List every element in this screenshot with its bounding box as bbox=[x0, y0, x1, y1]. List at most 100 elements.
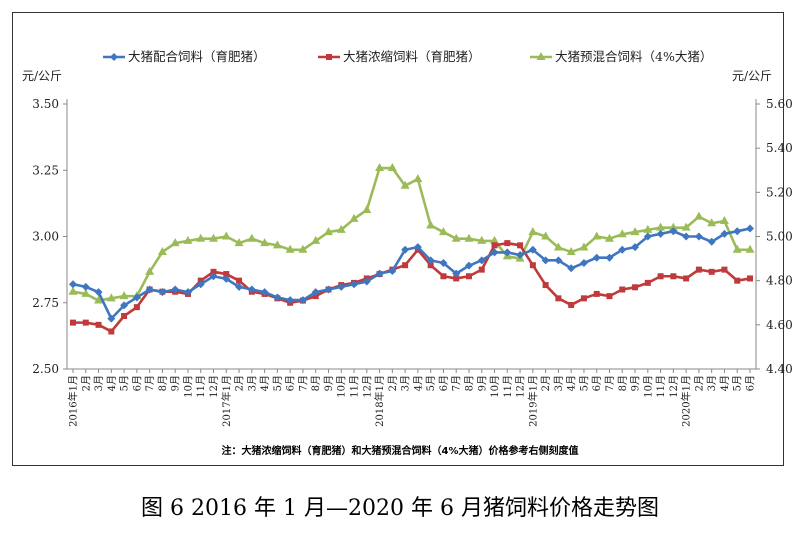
x-tick-label: 11月 bbox=[655, 375, 667, 398]
data-point-diamond bbox=[656, 229, 665, 238]
x-tick-label: 6月 bbox=[591, 375, 603, 391]
x-tick-label: 2018年1月 bbox=[373, 375, 386, 427]
data-point-square bbox=[568, 301, 575, 308]
data-point-square bbox=[504, 240, 511, 247]
data-point-square bbox=[580, 295, 587, 302]
x-tick-label: 3月 bbox=[553, 375, 565, 391]
data-point-triangle bbox=[234, 238, 244, 247]
data-point-square bbox=[721, 266, 728, 273]
data-point-diamond bbox=[362, 277, 371, 286]
data-point-triangle bbox=[260, 238, 270, 247]
data-point-square bbox=[529, 262, 536, 269]
data-point-square bbox=[236, 277, 243, 284]
data-point-triangle bbox=[490, 235, 500, 244]
x-tick-label: 3月 bbox=[400, 375, 412, 391]
x-tick-label: 5月 bbox=[732, 375, 744, 391]
x-tick-label: 6月 bbox=[131, 375, 143, 391]
x-tick-label: 4月 bbox=[719, 375, 731, 391]
left-tick-label: 3.00 bbox=[32, 230, 59, 244]
data-point-square bbox=[133, 304, 140, 311]
data-point-triangle bbox=[106, 293, 116, 302]
data-point-square bbox=[619, 286, 626, 293]
x-tick-label: 2月 bbox=[234, 375, 246, 391]
x-tick-label: 7月 bbox=[297, 375, 309, 391]
right-tick-label: 4.60 bbox=[766, 318, 793, 332]
data-point-triangle bbox=[426, 220, 436, 229]
data-point-triangle bbox=[145, 266, 155, 275]
data-point-diamond bbox=[707, 237, 716, 246]
data-point-triangle bbox=[387, 163, 397, 172]
data-point-triangle bbox=[362, 205, 372, 213]
data-point-triangle bbox=[221, 231, 231, 240]
data-point-diamond bbox=[94, 288, 103, 297]
data-point-diamond bbox=[350, 280, 359, 289]
data-point-diamond bbox=[120, 301, 129, 310]
x-tick-label: 11月 bbox=[195, 375, 207, 398]
data-point-triangle bbox=[719, 216, 729, 225]
data-point-diamond bbox=[554, 256, 563, 265]
x-tick-label: 12月 bbox=[668, 375, 680, 398]
left-axis-unit: 元/公斤 bbox=[22, 69, 62, 83]
data-point-diamond bbox=[464, 261, 473, 270]
data-point-diamond bbox=[631, 243, 640, 252]
data-point-square bbox=[695, 266, 702, 273]
x-tick-label: 9月 bbox=[170, 375, 182, 391]
data-point-triangle bbox=[579, 242, 589, 251]
data-point-triangle bbox=[400, 180, 410, 189]
x-tick-label: 5月 bbox=[578, 375, 590, 391]
data-point-triangle bbox=[272, 240, 282, 249]
data-point-triangle bbox=[170, 238, 180, 247]
data-point-triangle bbox=[451, 233, 461, 242]
data-point-square bbox=[95, 321, 102, 328]
data-point-diamond bbox=[503, 248, 512, 257]
data-point-triangle bbox=[536, 52, 546, 60]
left-tick-label: 3.50 bbox=[32, 97, 59, 111]
data-point-square bbox=[517, 242, 524, 249]
x-tick-label: 2月 bbox=[80, 375, 92, 391]
chart-frame bbox=[12, 12, 784, 466]
data-point-diamond bbox=[720, 229, 729, 238]
x-tick-label: 7月 bbox=[604, 375, 616, 391]
data-point-triangle bbox=[323, 227, 333, 236]
data-point-triangle bbox=[604, 233, 614, 242]
data-point-triangle bbox=[745, 244, 755, 253]
data-point-diamond bbox=[145, 285, 154, 294]
data-point-square bbox=[632, 284, 639, 291]
data-point-triangle bbox=[438, 227, 448, 236]
data-point-triangle bbox=[617, 229, 627, 238]
data-point-triangle bbox=[656, 222, 666, 231]
data-point-triangle bbox=[413, 174, 423, 183]
x-tick-label: 9月 bbox=[476, 375, 488, 391]
data-point-triangle bbox=[196, 233, 206, 242]
data-point-triangle bbox=[630, 227, 640, 236]
data-point-square bbox=[683, 275, 690, 282]
data-point-diamond bbox=[196, 280, 205, 289]
data-point-triangle bbox=[528, 227, 538, 236]
x-tick-label: 8月 bbox=[310, 375, 322, 391]
data-point-diamond bbox=[669, 227, 678, 236]
data-point-triangle bbox=[336, 224, 346, 233]
data-point-square bbox=[465, 273, 472, 280]
series-square bbox=[70, 240, 753, 335]
data-point-triangle bbox=[119, 291, 129, 300]
data-point-diamond bbox=[324, 285, 333, 294]
x-tick-label: 6月 bbox=[438, 375, 450, 391]
x-tick-label: 5月 bbox=[425, 375, 437, 391]
data-point-square bbox=[747, 275, 753, 282]
x-tick-label: 6月 bbox=[745, 375, 757, 391]
data-point-diamond bbox=[516, 251, 525, 260]
x-tick-label: 12月 bbox=[361, 375, 373, 398]
data-point-diamond bbox=[273, 293, 282, 302]
data-point-diamond bbox=[69, 280, 77, 289]
data-point-diamond bbox=[298, 296, 307, 305]
right-tick-label: 5.20 bbox=[766, 185, 793, 199]
x-tick-label: 4月 bbox=[259, 375, 271, 391]
data-point-diamond bbox=[222, 274, 231, 283]
data-point-square bbox=[70, 319, 76, 326]
x-tick-label: 4月 bbox=[566, 375, 578, 391]
x-tick-label: 4月 bbox=[412, 375, 424, 391]
data-point-square bbox=[593, 290, 600, 297]
right-tick-label: 5.00 bbox=[766, 230, 793, 244]
data-point-square bbox=[644, 279, 651, 286]
data-point-diamond bbox=[452, 269, 461, 278]
